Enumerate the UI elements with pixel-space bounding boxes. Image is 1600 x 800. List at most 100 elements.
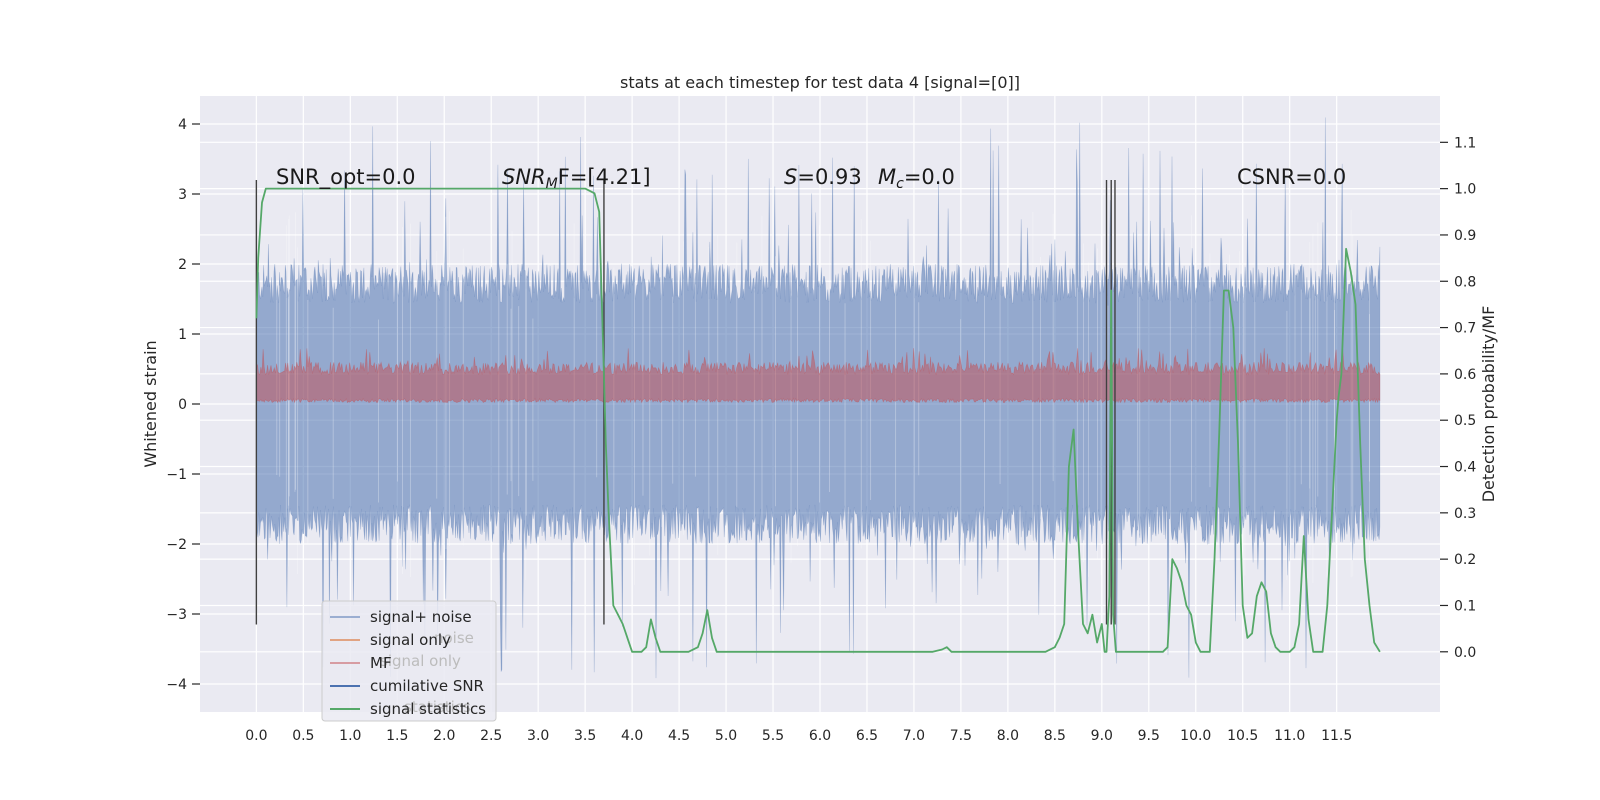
- x-tick-label: 8.0: [997, 728, 1019, 744]
- signal-statistics-point: [1265, 591, 1267, 593]
- signal-statistics-point: [1237, 443, 1239, 445]
- signal-statistics-point: [1172, 558, 1174, 560]
- signal-statistics-point: [1327, 605, 1329, 607]
- y-tick-label: −2: [166, 537, 187, 553]
- x-tick-label: 1.5: [386, 728, 408, 744]
- signal-statistics-point: [678, 651, 680, 653]
- signal-statistics-point: [1298, 623, 1300, 625]
- signal-statistics-point: [1284, 651, 1286, 653]
- x-tick-label: 4.0: [621, 728, 643, 744]
- annotation-s: S=0.93: [784, 165, 862, 189]
- signal-statistics-point: [1270, 633, 1272, 635]
- legend-label-signal-only: signal only: [370, 631, 451, 649]
- signal-statistics-point: [1261, 582, 1263, 584]
- signal-statistics-point: [1186, 605, 1188, 607]
- signal-statistics-point: [1247, 637, 1249, 639]
- x-tick-label: 0.0: [245, 728, 267, 744]
- signal-statistics-point: [1223, 290, 1225, 292]
- annotation-mc-value: =0.0: [904, 165, 955, 189]
- signal-statistics-point: [265, 188, 267, 190]
- signal-statistics-point: [1308, 619, 1310, 621]
- y-tick-label: −3: [166, 607, 187, 623]
- signal-statistics-point: [608, 512, 610, 514]
- signal-statistics-point: [1364, 558, 1366, 560]
- signal-statistics-point: [1115, 651, 1117, 653]
- y2-tick-label: 0.1: [1454, 598, 1476, 614]
- x-tick-label: 6.5: [856, 728, 878, 744]
- signal-statistics-point: [598, 211, 600, 213]
- annotation-s-symbol: S: [784, 165, 797, 189]
- signal-statistics-point: [932, 651, 934, 653]
- x-tick-label: 2.5: [480, 728, 502, 744]
- y-axis-label: Whitened strain: [141, 340, 160, 467]
- mf-band: [256, 348, 1381, 404]
- signal-statistics-point: [1379, 651, 1381, 653]
- signal-statistics-point: [1280, 651, 1282, 653]
- x-tick-label: 9.5: [1138, 728, 1160, 744]
- legend-ghost-text-1: noise: [434, 629, 474, 647]
- x-tick-label: 3.0: [527, 728, 549, 744]
- signal-statistics-point: [631, 651, 633, 653]
- signal-statistics-point: [1092, 614, 1094, 616]
- signal-statistics-point: [1233, 327, 1235, 329]
- signal-statistics-point: [1294, 646, 1296, 648]
- signal-statistics-point: [1341, 373, 1343, 375]
- signal-statistics-point: [1251, 633, 1253, 635]
- signal-statistics-point: [1106, 651, 1108, 653]
- legend: noise signal only statistics signal+ noi…: [321, 600, 497, 722]
- y2-tick-label: 1.0: [1454, 182, 1476, 198]
- signal-statistics-point: [1125, 651, 1127, 653]
- signal-statistics-point: [951, 651, 953, 653]
- mf-series: [256, 348, 1381, 404]
- y2-tick-label: 0.6: [1454, 367, 1476, 383]
- signal-statistics-point: [711, 637, 713, 639]
- signal-statistics-point: [1157, 651, 1159, 653]
- chart-title: stats at each timestep for test data 4 […: [620, 73, 1020, 92]
- y-tick-label: 0: [178, 397, 187, 413]
- signal-statistics-point: [1345, 248, 1347, 250]
- x-tick-label: 9.0: [1091, 728, 1113, 744]
- x-tick-label: 5.0: [715, 728, 737, 744]
- signal-statistics-point: [1355, 304, 1357, 306]
- signal-statistics-point: [946, 646, 948, 648]
- signal-statistics-point: [641, 651, 643, 653]
- annotation-mc-symbol: M: [878, 165, 896, 189]
- signal-statistics-point: [443, 188, 445, 190]
- signal-statistics-point: [1195, 642, 1197, 644]
- x-tick-label: 0.5: [292, 728, 314, 744]
- x-tick-label: 7.5: [950, 728, 972, 744]
- signal-statistics-point: [1007, 651, 1009, 653]
- legend-label-cumulative-snr: cumilative SNR: [370, 677, 484, 695]
- y2-tick-label: 0.4: [1454, 460, 1476, 476]
- x-tick-label: 10.5: [1227, 728, 1258, 744]
- x-tick-label: 8.5: [1044, 728, 1066, 744]
- signal-statistics-point: [660, 651, 662, 653]
- x-tick-label: 5.5: [762, 728, 784, 744]
- annotation-snr-opt: SNR_opt=0.0: [276, 165, 416, 190]
- annotation-mc-subscript: c: [896, 176, 904, 192]
- signal-statistics-point: [1373, 642, 1375, 644]
- signal-statistics-point: [1059, 637, 1061, 639]
- annotation-mc: Mc=0.0: [878, 165, 955, 192]
- x-tick-label: 6.0: [809, 728, 831, 744]
- y2-tick-label: 0.3: [1454, 506, 1476, 522]
- signal-statistics-point: [1139, 651, 1141, 653]
- y-tick-label: 4: [178, 117, 187, 133]
- x-tick-label: 11.0: [1274, 728, 1305, 744]
- signal-statistics-point: [1082, 623, 1084, 625]
- x-tick-label: 3.5: [574, 728, 596, 744]
- signal-statistics-point: [1112, 614, 1114, 616]
- y-tick-label: 3: [178, 187, 187, 203]
- signal-statistics-point: [1350, 271, 1352, 273]
- signal-statistics-point: [1275, 646, 1277, 648]
- signal-statistics-point: [725, 651, 727, 653]
- signal-statistics-point: [1336, 419, 1338, 421]
- signal-statistics-series: [255, 187, 1381, 653]
- legend-ghost-text-3: statistics: [404, 698, 471, 716]
- y-tick-label: −4: [166, 677, 187, 693]
- x-tick-label: 7.0: [903, 728, 925, 744]
- signal-statistics-point: [1190, 614, 1192, 616]
- x-tick-label: 11.5: [1321, 728, 1352, 744]
- signal-statistics-point: [866, 651, 868, 653]
- signal-statistics-point: [1303, 535, 1305, 537]
